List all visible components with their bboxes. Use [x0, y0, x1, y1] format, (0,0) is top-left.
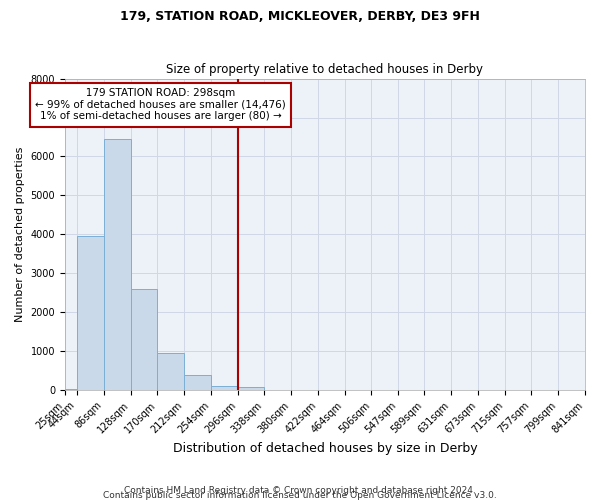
Text: Contains public sector information licensed under the Open Government Licence v3: Contains public sector information licen… [103, 491, 497, 500]
Y-axis label: Number of detached properties: Number of detached properties [15, 147, 25, 322]
Bar [184, 374, 211, 390]
X-axis label: Distribution of detached houses by size in Derby: Distribution of detached houses by size … [173, 442, 477, 455]
Text: Contains HM Land Registry data © Crown copyright and database right 2024.: Contains HM Land Registry data © Crown c… [124, 486, 476, 495]
Bar [238, 387, 265, 390]
Text: 179 STATION ROAD: 298sqm   
← 99% of detached houses are smaller (14,476)
1% of : 179 STATION ROAD: 298sqm ← 99% of detach… [35, 88, 286, 122]
Title: Size of property relative to detached houses in Derby: Size of property relative to detached ho… [166, 63, 484, 76]
Bar [131, 289, 157, 390]
Bar [77, 236, 104, 390]
Bar [65, 389, 77, 390]
Text: 179, STATION ROAD, MICKLEOVER, DERBY, DE3 9FH: 179, STATION ROAD, MICKLEOVER, DERBY, DE… [120, 10, 480, 23]
Bar [211, 386, 238, 390]
Bar [104, 139, 131, 390]
Bar [157, 354, 184, 391]
